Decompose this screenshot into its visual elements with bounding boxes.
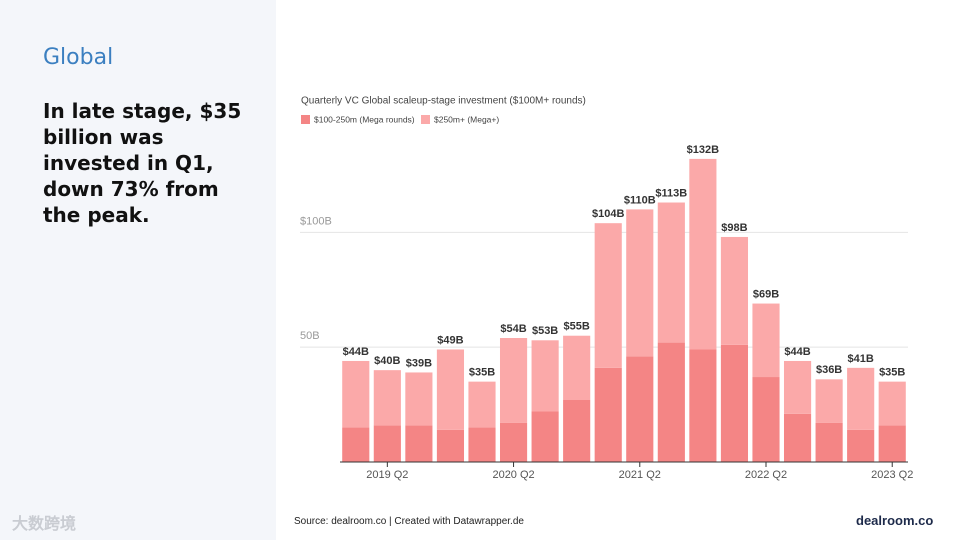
x-tick-label: 2023 Q2: [871, 469, 913, 481]
section-title: Global: [43, 45, 114, 70]
data-label: $132B: [687, 144, 719, 156]
bar-segment: [689, 158, 717, 350]
headline-line: the peak.: [43, 203, 150, 227]
data-label: $104B: [592, 208, 624, 220]
data-label: $35B: [879, 367, 905, 379]
bar-segment: [626, 356, 654, 462]
data-label: $98B: [721, 222, 747, 234]
data-label: $39B: [406, 357, 432, 369]
headline-line: invested in Q1,: [43, 151, 214, 175]
logo: dealroom.co: [856, 513, 934, 528]
source: Source: dealroom.co | Created with Dataw…: [294, 516, 524, 527]
data-label: $36B: [816, 364, 842, 376]
bar-segment: [657, 202, 685, 343]
data-label: $110B: [624, 194, 656, 206]
data-label: $54B: [500, 323, 526, 335]
bar-segment: [783, 413, 812, 462]
bar-segment: [563, 335, 591, 400]
data-label: $44B: [784, 346, 810, 358]
chart-title: Quarterly VC Global scaleup-stage invest…: [301, 96, 586, 107]
left-panel: [0, 0, 276, 540]
data-label: $49B: [437, 334, 463, 346]
data-label: $40B: [374, 355, 400, 367]
headline-line: billion was: [43, 125, 164, 149]
bar-segment: [783, 360, 812, 414]
legend-swatch: [301, 115, 310, 124]
bar-segment: [689, 349, 717, 462]
data-label: $44B: [343, 346, 369, 358]
data-label: $35B: [469, 367, 495, 379]
bar-segment: [720, 344, 749, 462]
bar-segment: [531, 340, 559, 412]
x-tick-label: 2021 Q2: [619, 469, 661, 481]
legend-label: $250m+ (Mega+): [434, 114, 499, 124]
bar-segment: [626, 209, 654, 357]
legend-label: $100-250m (Mega rounds): [314, 114, 415, 124]
watermark: 大数跨境: [12, 516, 77, 533]
data-label: $113B: [655, 187, 687, 199]
bar-segment: [499, 422, 528, 462]
data-label: $41B: [848, 353, 874, 365]
y-tick-label: $100B: [300, 215, 332, 227]
x-tick-label: 2022 Q2: [745, 469, 787, 481]
bar-segment: [815, 379, 843, 423]
bar-segment: [468, 427, 496, 462]
bar-segment: [436, 429, 465, 462]
bar-segment: [594, 367, 622, 462]
bar-segment: [752, 303, 780, 378]
bar-segment: [342, 427, 370, 462]
legend-swatch: [421, 115, 430, 124]
bar-segment: [373, 425, 401, 462]
bar-segment: [752, 377, 780, 462]
bar-segment: [657, 342, 685, 462]
x-tick-label: 2019 Q2: [366, 469, 408, 481]
bar-segment: [847, 429, 875, 462]
data-label: $69B: [753, 288, 779, 300]
bar-segment: [720, 236, 749, 345]
headline-line: In late stage, $35: [43, 99, 242, 123]
bar-segment: [342, 360, 370, 428]
bar-segment: [373, 370, 401, 426]
bar-segment: [594, 223, 622, 368]
bar-segment: [878, 425, 906, 462]
y-tick-label: 50B: [300, 330, 320, 342]
bar-segment: [815, 422, 843, 462]
headline: In late stage, $35 billion was invested in…: [43, 98, 241, 228]
data-label: $55B: [564, 321, 590, 333]
bar-segment: [563, 400, 591, 462]
bar-segment: [405, 425, 433, 462]
bar-segment: [405, 372, 433, 426]
x-tick-label: 2020 Q2: [492, 469, 534, 481]
bar-segment: [847, 367, 875, 430]
bar-segment: [499, 338, 528, 423]
bar-segment: [878, 381, 906, 426]
data-label: $53B: [532, 325, 558, 337]
bar-segment: [531, 411, 559, 462]
bar-segment: [468, 381, 496, 428]
bar-segment: [436, 349, 465, 430]
headline-line: down 73% from: [43, 177, 219, 201]
